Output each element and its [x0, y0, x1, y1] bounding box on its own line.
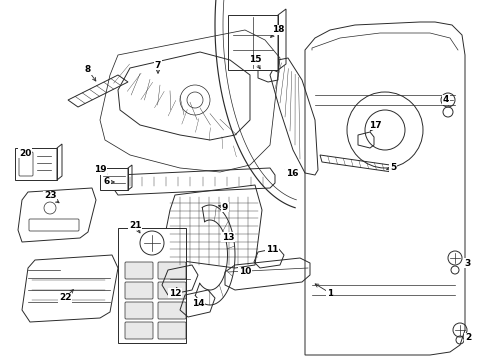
Text: 9: 9 — [222, 202, 228, 211]
FancyBboxPatch shape — [125, 322, 153, 339]
FancyBboxPatch shape — [125, 262, 153, 279]
Text: 6: 6 — [104, 177, 110, 186]
FancyBboxPatch shape — [15, 148, 57, 180]
FancyBboxPatch shape — [125, 282, 153, 299]
Text: 18: 18 — [272, 26, 284, 35]
FancyBboxPatch shape — [29, 219, 79, 231]
FancyBboxPatch shape — [100, 168, 128, 190]
FancyBboxPatch shape — [228, 15, 278, 70]
Text: 5: 5 — [390, 163, 396, 172]
FancyBboxPatch shape — [19, 152, 33, 176]
Text: 8: 8 — [85, 66, 91, 75]
FancyBboxPatch shape — [158, 322, 186, 339]
Text: 1: 1 — [327, 288, 333, 297]
Text: 7: 7 — [155, 60, 161, 69]
Text: 3: 3 — [464, 258, 470, 267]
Text: 13: 13 — [222, 233, 234, 242]
Text: 15: 15 — [249, 55, 261, 64]
FancyBboxPatch shape — [158, 262, 186, 279]
Text: 2: 2 — [465, 333, 471, 342]
Text: 23: 23 — [44, 192, 56, 201]
Text: 21: 21 — [129, 220, 141, 230]
FancyBboxPatch shape — [158, 282, 186, 299]
FancyBboxPatch shape — [158, 302, 186, 319]
Text: 17: 17 — [368, 121, 381, 130]
Text: 22: 22 — [59, 293, 71, 302]
FancyBboxPatch shape — [125, 302, 153, 319]
Text: 14: 14 — [192, 298, 204, 307]
Text: 19: 19 — [94, 166, 106, 175]
FancyBboxPatch shape — [118, 228, 186, 343]
Text: 11: 11 — [266, 246, 278, 255]
Text: 10: 10 — [239, 267, 251, 276]
Text: 4: 4 — [443, 95, 449, 104]
Text: 20: 20 — [19, 148, 31, 158]
Text: 12: 12 — [169, 288, 181, 297]
Text: 16: 16 — [286, 168, 298, 177]
